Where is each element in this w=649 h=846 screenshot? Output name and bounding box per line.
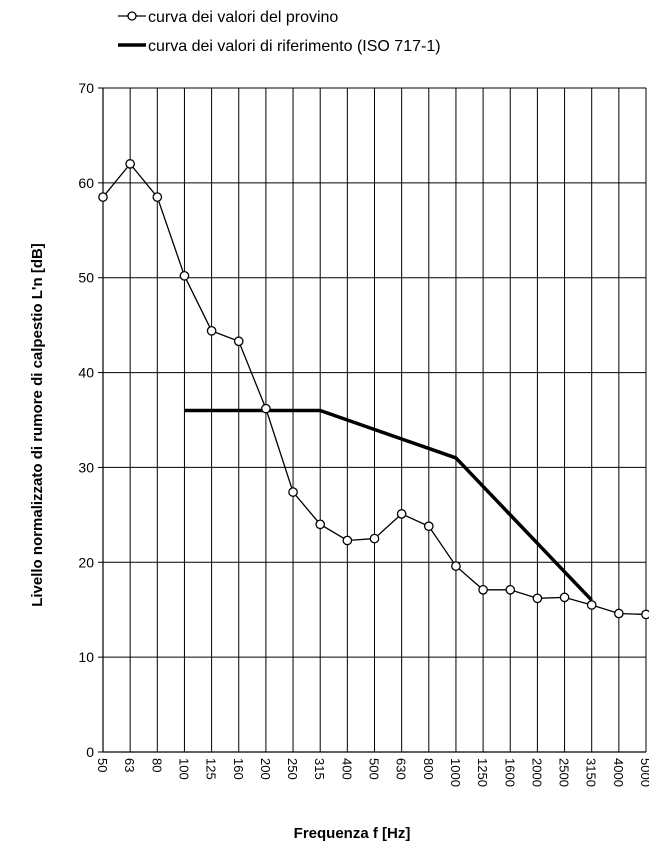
y-tick-label: 60 (78, 175, 94, 191)
series-provino-point (369, 533, 380, 544)
y-tick-label: 0 (86, 744, 94, 760)
x-tick-label: 80 (149, 758, 164, 772)
series-provino-point (152, 192, 163, 202)
series-provino-point (451, 561, 461, 571)
y-axis-label: Livello normalizzato di rumore di calpes… (29, 243, 46, 607)
x-tick-label: 125 (204, 758, 219, 780)
x-tick-label: 800 (421, 758, 436, 780)
y-tick-label: 20 (78, 554, 94, 570)
series-provino-point (342, 535, 353, 546)
x-tick-label: 630 (394, 758, 409, 780)
y-tick-label: 30 (78, 459, 94, 475)
series-provino (98, 159, 649, 620)
x-axis-label: Frequenza f [Hz] (294, 825, 411, 842)
series-provino-point (288, 487, 298, 497)
grid (98, 87, 647, 753)
x-tick-label: 1000 (448, 758, 463, 787)
series-provino-point (261, 403, 271, 414)
legend-provino-marker (127, 11, 137, 21)
series-provino-point (179, 270, 190, 281)
series-provino-point (478, 584, 488, 595)
x-tick-label: 100 (176, 758, 191, 780)
x-tick-label: 160 (231, 758, 246, 780)
y-tick-label: 10 (78, 649, 94, 665)
x-tick-label: 1600 (502, 758, 517, 787)
series-riferimento (184, 408, 593, 602)
legend-riferimento-label: curva dei valori di riferimento (ISO 717… (148, 38, 441, 55)
x-tick-label: 400 (339, 758, 354, 780)
x-tick-label: 2000 (529, 758, 544, 787)
series-provino-point (206, 325, 217, 336)
x-tick-label: 50 (95, 758, 110, 772)
legend: curva dei valori del provino curva dei v… (118, 9, 441, 55)
series-provino-point (613, 608, 624, 619)
series-provino-point (505, 584, 516, 595)
series-provino-point (641, 609, 649, 620)
series-provino-point (396, 509, 407, 519)
series-provino-point (586, 600, 597, 610)
y-tick-label: 40 (78, 365, 94, 381)
x-tick-label: 63 (122, 758, 137, 772)
y-tick-label: 70 (78, 80, 94, 96)
legend-provino-label: curva dei valori del provino (148, 9, 338, 26)
series-riferimento-line (184, 408, 593, 602)
x-tick-label: 500 (367, 758, 382, 780)
series-provino-point (125, 159, 135, 169)
x-tick-label: 1250 (475, 758, 490, 787)
series-provino-point (532, 593, 543, 604)
x-tick-label: 4000 (611, 758, 626, 787)
x-tick-label: 5000 (638, 758, 649, 787)
x-tick-label: 250 (285, 758, 300, 780)
x-tick-label: 315 (312, 758, 327, 780)
series-provino-point (423, 521, 434, 532)
y-tick-label: 50 (78, 270, 94, 286)
x-tick-label: 3150 (584, 758, 599, 787)
series-provino-point (98, 192, 108, 202)
series-provino-point (233, 336, 244, 347)
y-tick-labels: 0 10 20 30 40 50 60 70 (78, 80, 94, 760)
x-tick-label: 200 (258, 758, 273, 780)
x-tick-label: 2500 (557, 758, 572, 787)
x-tick-labels: 50 63 80 100 125 160 200 250 315 400 500 630 800 1000… (95, 758, 649, 787)
series-provino-point (315, 519, 326, 530)
series-provino-point (559, 592, 570, 603)
